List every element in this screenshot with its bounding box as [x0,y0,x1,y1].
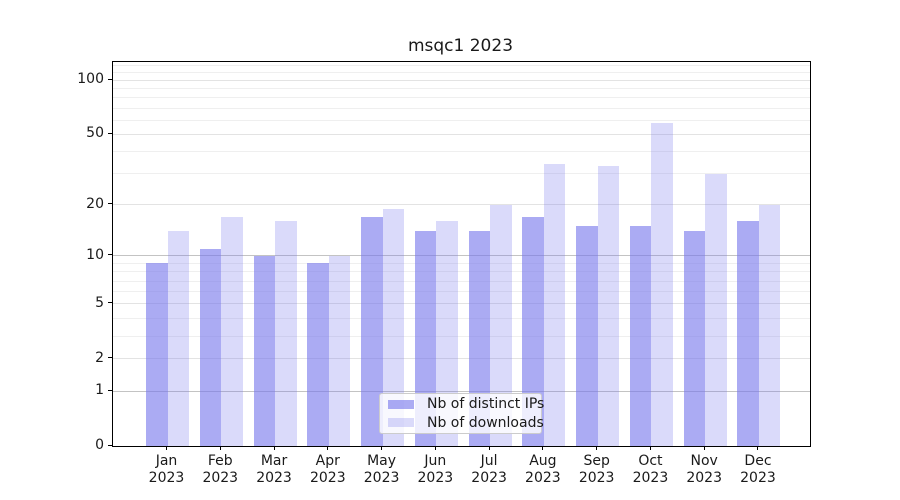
legend-swatch-distinct-ips [388,399,414,409]
bar-apr-downloads [328,255,351,446]
gridline-y-1 [113,390,810,392]
bar-jul-distinct-ips [468,231,491,446]
x-tick-aug [542,446,544,450]
x-tick-label-mar: Mar 2023 [256,453,292,486]
bar-jan-distinct-ips [146,263,168,446]
x-tick-feb [219,446,221,450]
x-tick-apr [327,446,329,450]
gridline-y-10 [113,255,810,257]
gridline-y-50 [113,133,810,135]
x-tick-sep [596,446,598,450]
gridline-y-9 [113,262,810,264]
y-tick-label-20: 20 [86,195,104,212]
x-tick-label-jun: Jun 2023 [417,453,454,486]
bar-sep-downloads [597,166,620,446]
bar-may-distinct-ips [361,216,383,446]
x-tick-label-feb: Feb 2023 [202,453,239,486]
x-tick-label-jul: Jul 2023 [471,453,507,486]
legend-row-distinct-ips: Nb of distinct IPs [386,396,544,413]
bar-jun-downloads [436,221,458,446]
legend-label-downloads: Nb of downloads [427,414,544,431]
gridline-y-7 [113,280,810,282]
bar-mar-distinct-ips [253,255,276,446]
bar-may-downloads [382,208,405,446]
x-tick-label-may: May 2023 [363,453,400,486]
x-tick-label-nov: Nov 2023 [686,453,722,486]
gridline-y-110 [113,72,810,74]
y-tick-label-10: 10 [86,246,104,263]
gridline-y-4 [113,317,810,319]
y-tick-0 [108,444,112,446]
chart-title: msqc1 2023 [407,36,514,56]
gridline-y-40 [113,151,810,153]
x-tick-label-aug: Aug 2023 [525,453,561,486]
gridline-y-90 [113,87,810,89]
y-tick-label-5: 5 [95,294,104,311]
bar-dec-downloads [758,204,781,446]
bar-jan-downloads [167,231,189,446]
y-tick-50 [108,132,112,134]
gridline-y-60 [113,119,810,121]
x-tick-may [381,446,383,450]
bar-nov-distinct-ips [683,231,706,446]
gridline-y-8 [113,271,810,273]
x-tick-dec [757,446,759,450]
legend: Nb of distinct IPs Nb of downloads [379,393,544,434]
bar-oct-distinct-ips [629,226,652,446]
y-tick-20 [108,203,112,205]
x-tick-label-dec: Dec 2023 [740,453,776,486]
x-tick-label-jan: Jan 2023 [148,453,185,486]
x-tick-nov [703,446,705,450]
x-tick-jan [166,446,167,450]
y-tick-1 [108,389,112,391]
x-tick-mar [273,446,275,450]
y-tick-label-0: 0 [95,437,104,453]
gridline-y-30 [113,173,810,175]
y-tick-label-2: 2 [95,349,104,366]
gridline-y-70 [113,107,810,109]
bar-jun-distinct-ips [414,231,437,446]
bar-sep-distinct-ips [576,226,598,446]
bar-nov-downloads [705,173,727,446]
bar-oct-downloads [651,122,673,446]
x-tick-jul [488,446,490,450]
gridline-y-5 [113,303,810,305]
plot-area: Nb of distinct IPs Nb of downloads [112,61,811,447]
gridline-y-100 [113,79,810,81]
bar-feb-downloads [221,216,243,446]
gridline-y-6 [113,291,810,293]
y-tick-label-50: 50 [86,125,104,142]
bar-feb-distinct-ips [199,249,222,446]
gridline-y-2 [113,358,810,360]
y-tick-5 [108,302,112,304]
x-tick-label-sep: Sep 2023 [578,453,615,486]
x-tick-jun [434,446,436,450]
y-tick-100 [108,78,112,80]
y-tick-2 [108,357,112,359]
gridline-y-80 [113,97,810,99]
y-tick-label-1: 1 [95,382,104,399]
y-tick-label-100: 100 [77,71,104,88]
x-tick-label-oct: Oct 2023 [632,453,669,486]
legend-swatch-downloads [388,418,414,428]
legend-row-downloads: Nb of downloads [386,415,544,432]
bar-aug-downloads [543,164,566,446]
bar-mar-downloads [275,221,297,446]
bar-aug-distinct-ips [522,216,544,446]
bar-dec-distinct-ips [737,221,759,446]
gridline-y-20 [113,204,810,206]
gridline-y-120 [113,65,810,67]
bar-jul-downloads [490,204,512,446]
gridline-y-3 [113,335,810,337]
bar-apr-distinct-ips [307,263,329,446]
y-tick-10 [108,254,112,256]
x-tick-label-apr: Apr 2023 [309,453,346,486]
x-tick-oct [649,446,651,450]
legend-label-distinct-ips: Nb of distinct IPs [427,396,545,413]
